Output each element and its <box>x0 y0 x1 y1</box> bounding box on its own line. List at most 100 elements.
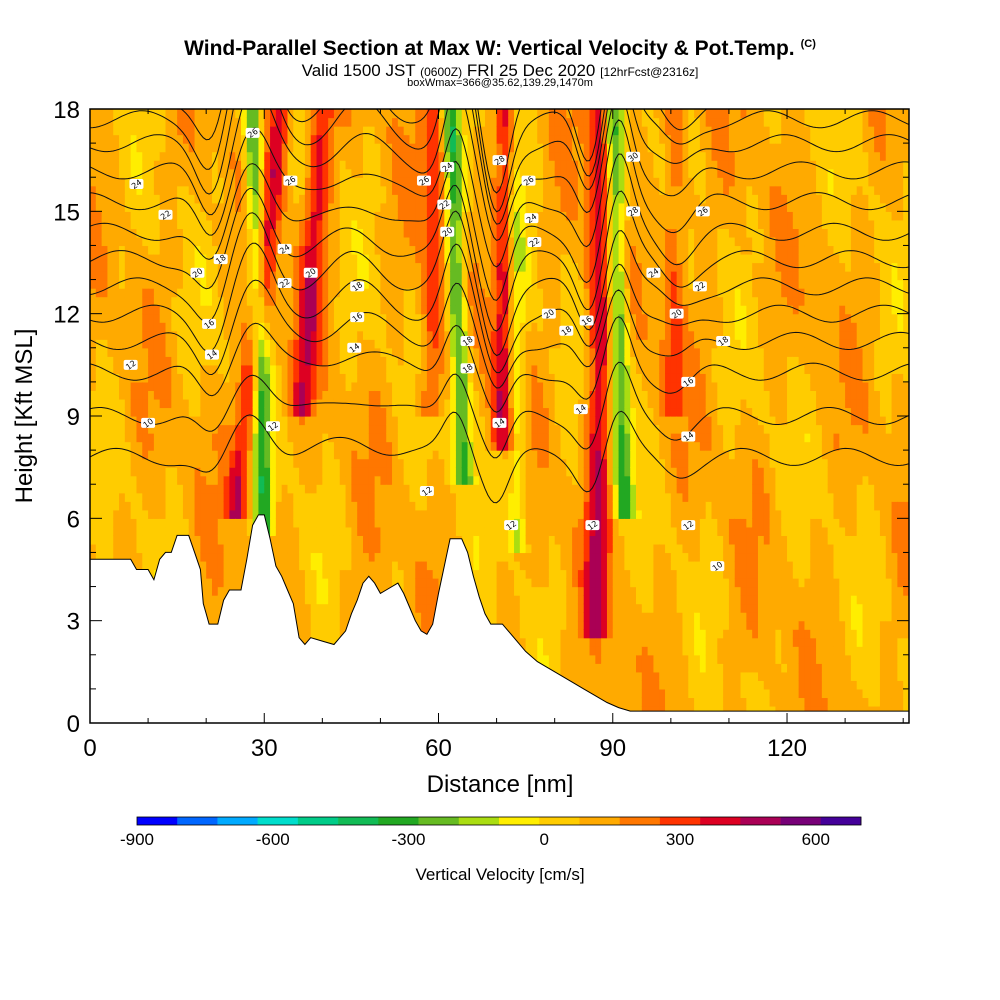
velocity-cell <box>426 586 434 596</box>
velocity-cell <box>473 458 480 468</box>
velocity-cell <box>368 416 376 426</box>
velocity-cell <box>461 322 469 332</box>
velocity-cell <box>270 219 277 229</box>
velocity-cell <box>473 475 480 485</box>
velocity-cell <box>182 450 190 460</box>
velocity-cell <box>426 595 434 605</box>
velocity-cell <box>177 262 184 272</box>
velocity-cell <box>299 202 306 212</box>
velocity-cell <box>246 364 254 374</box>
velocity-cell <box>159 416 167 426</box>
velocity-cell <box>461 526 469 536</box>
velocity-cell <box>241 381 248 392</box>
velocity-cell <box>270 433 277 443</box>
velocity-cell <box>299 390 306 400</box>
velocity-cell <box>304 407 312 417</box>
velocity-cell <box>119 160 126 170</box>
velocity-cell <box>345 168 352 178</box>
velocity-cell <box>241 364 248 374</box>
velocity-cell <box>403 356 411 366</box>
velocity-cell <box>409 219 416 229</box>
velocity-cell <box>200 441 207 451</box>
velocity-cell <box>328 305 335 315</box>
velocity-cell <box>287 484 294 494</box>
velocity-cell <box>217 313 225 323</box>
velocity-cell <box>217 492 225 502</box>
velocity-cell <box>310 117 318 127</box>
velocity-cell <box>200 185 207 195</box>
velocity-cell <box>304 151 312 161</box>
velocity-cell <box>455 390 463 400</box>
velocity-cell <box>177 245 184 255</box>
velocity-cell <box>357 177 364 187</box>
velocity-cell <box>287 134 294 144</box>
velocity-cell <box>188 236 196 247</box>
velocity-cell <box>171 458 178 468</box>
velocity-cell <box>171 381 178 392</box>
velocity-cell <box>275 211 283 221</box>
velocity-cell <box>438 236 445 247</box>
velocity-cell <box>159 296 167 306</box>
velocity-cell <box>328 185 335 195</box>
velocity-cell <box>345 578 352 588</box>
velocity-cell <box>165 126 172 136</box>
velocity-cell <box>119 236 126 247</box>
velocity-cell <box>304 288 312 298</box>
velocity-cell <box>194 373 201 383</box>
velocity-cell <box>211 160 219 170</box>
velocity-cell <box>206 339 213 349</box>
velocity-cell <box>142 398 149 409</box>
velocity-cell <box>211 168 219 178</box>
velocity-cell <box>409 185 416 195</box>
velocity-cell <box>182 211 190 221</box>
velocity-cell <box>177 390 184 400</box>
velocity-cell <box>386 296 393 306</box>
velocity-cell <box>281 433 289 443</box>
velocity-cell <box>374 356 382 366</box>
velocity-cell <box>113 518 120 528</box>
velocity-cell <box>148 271 155 281</box>
velocity-cell <box>148 219 155 229</box>
velocity-cell <box>473 535 480 545</box>
velocity-cell <box>467 322 474 332</box>
velocity-cell <box>264 305 271 315</box>
velocity-cell <box>223 381 231 392</box>
velocity-cell <box>415 279 422 289</box>
velocity-cell <box>409 543 416 554</box>
velocity-cell <box>490 578 498 588</box>
velocity-cell <box>136 518 143 528</box>
velocity-cell <box>130 126 138 136</box>
velocity-cell <box>223 458 231 468</box>
velocity-cell <box>95 245 103 255</box>
velocity-cell <box>188 518 196 528</box>
velocity-cell <box>200 390 207 400</box>
velocity-cell <box>328 441 335 451</box>
velocity-cell <box>403 109 411 119</box>
velocity-cell <box>397 339 405 349</box>
velocity-cell <box>165 219 172 229</box>
velocity-cell <box>310 194 318 204</box>
velocity-cell <box>409 518 416 528</box>
velocity-cell <box>397 305 405 315</box>
velocity-cell <box>432 313 440 323</box>
velocity-cell <box>281 151 289 161</box>
velocity-cell <box>409 177 416 187</box>
velocity-cell <box>397 509 405 519</box>
velocity-cell <box>479 228 486 238</box>
velocity-cell <box>142 177 149 187</box>
velocity-cell <box>165 450 172 460</box>
velocity-cell <box>171 296 178 306</box>
velocity-cell <box>188 262 196 272</box>
velocity-cell <box>229 373 236 383</box>
velocity-cell <box>241 347 248 357</box>
velocity-cell <box>159 185 167 195</box>
velocity-cell <box>397 484 405 494</box>
velocity-cell <box>333 509 341 519</box>
velocity-cell <box>229 151 236 161</box>
velocity-cell <box>142 117 149 127</box>
velocity-cell <box>374 228 382 238</box>
velocity-cell <box>368 126 376 136</box>
velocity-cell <box>235 390 242 400</box>
velocity-cell <box>113 552 120 562</box>
velocity-cell <box>345 245 352 255</box>
